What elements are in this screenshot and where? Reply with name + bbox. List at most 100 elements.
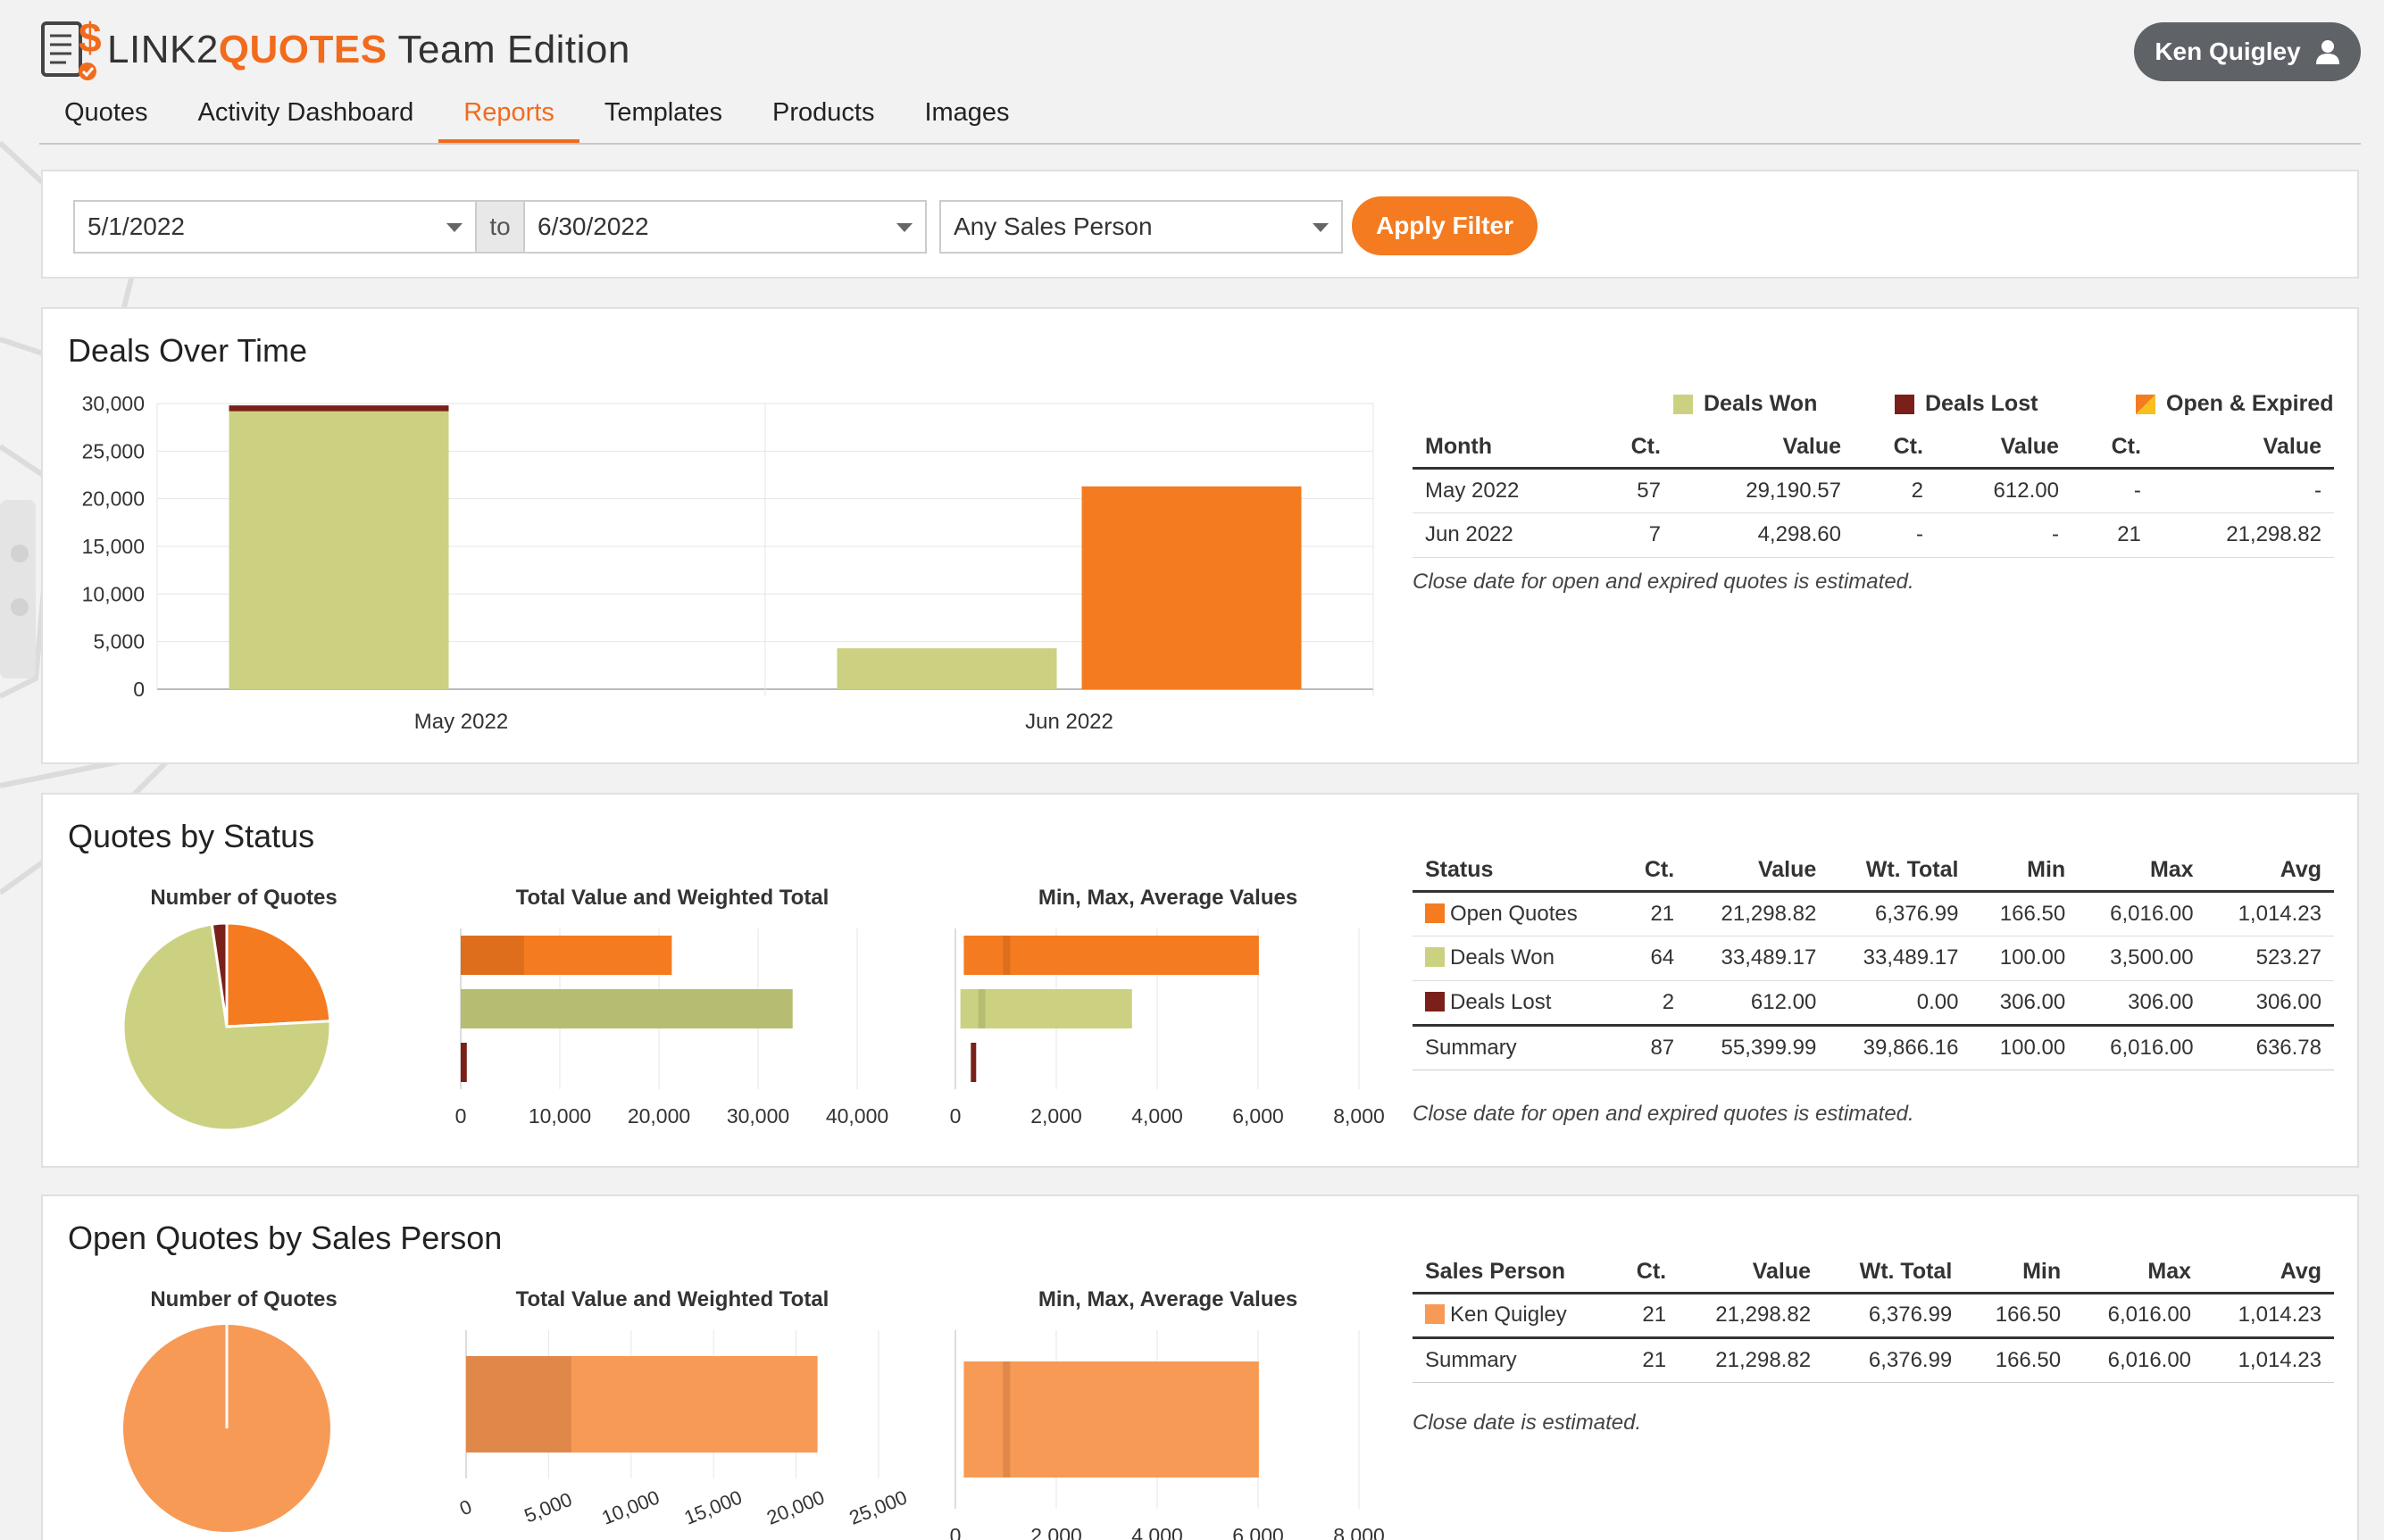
cell: - [1935, 512, 2071, 558]
sales-person-label: Ken Quigley [1450, 1303, 1567, 1327]
sales-total-title: Total Value and Weighted Total [515, 1287, 829, 1311]
col-open-ct: Ct. [2071, 427, 2154, 470]
x-tick-label: 8,000 [1333, 1524, 1385, 1540]
deals-over-time-panel: Deals Over Time 0 5,000 10,000 15,000 20,000… [41, 307, 2359, 764]
col-won-ct: Ct. [1591, 427, 1673, 470]
bar-value-deals-won [461, 989, 793, 1028]
cell: 21,298.82 [2153, 512, 2334, 558]
quotes-by-status-panel: Quotes by Status Number of Quotes Total … [41, 793, 2359, 1168]
x-tick-label: 6,000 [1232, 1524, 1284, 1540]
bar-deals-lost [229, 405, 449, 412]
status-minmax-chart: 0 2,000 4,000 6,000 8,000 [950, 928, 1385, 1128]
cell: 21 [2071, 512, 2154, 558]
sales-pie-chart [123, 1325, 330, 1532]
cell: 6,016.00 [2073, 1336, 2205, 1383]
logo-text-quotes: QUOTES [218, 28, 388, 71]
cell: 0.00 [1829, 980, 1971, 1026]
tab-images[interactable]: Images [924, 98, 1010, 127]
cell: 29,190.57 [1672, 468, 1854, 513]
cell: 306.00 [2205, 980, 2334, 1026]
cell: 100.00 [1971, 936, 2079, 981]
cell: Open Quotes [1413, 891, 1622, 936]
tab-quotes[interactable]: Quotes [64, 98, 148, 127]
cell: 64 [1621, 936, 1688, 981]
x-tick-label: 2,000 [1030, 1104, 1082, 1128]
logo-text-link2: LINK2 [107, 28, 219, 71]
cell: 4,298.60 [1672, 512, 1854, 558]
to-label: to [475, 200, 525, 254]
end-date-select[interactable]: 6/30/2022 [523, 200, 927, 254]
bar-range-deals-lost [971, 1043, 977, 1082]
cell: 306.00 [1971, 980, 2079, 1026]
col-month: Month [1413, 427, 1591, 470]
main-nav: Quotes Activity Dashboard Reports Templa… [39, 91, 2361, 145]
cell: - [2071, 468, 2154, 513]
col-lost-ct: Ct. [1854, 427, 1936, 470]
table-row: Open Quotes 21 21,298.82 6,376.99 166.50… [1413, 891, 2334, 936]
status-pie-title: Number of Quotes [150, 886, 338, 910]
status-note: Close date for open and expired quotes i… [1413, 1102, 1914, 1126]
bar-weighted-ken-quigley [466, 1356, 571, 1453]
tab-templates[interactable]: Templates [604, 98, 722, 127]
cell: 612.00 [1687, 980, 1830, 1026]
table-row: May 2022 57 29,190.57 2 612.00 - - [1413, 468, 2334, 513]
tab-products[interactable]: Products [772, 98, 875, 127]
sales-minmax-chart: 0 2,000 4,000 6,000 8,000 [950, 1330, 1385, 1540]
legend-open-expired: Open & Expired [2136, 391, 2334, 417]
end-date-value: 6/30/2022 [538, 212, 649, 240]
legend-deals-won: Deals Won [1673, 391, 1817, 417]
deals-over-time-chart: 0 5,000 10,000 15,000 20,000 25,000 30,000 May … [82, 392, 1374, 734]
x-tick-label: Jun 2022 [1025, 710, 1113, 734]
cell: 6,376.99 [1823, 1336, 1965, 1383]
sales-minmax-title: Min, Max, Average Values [1038, 1287, 1298, 1311]
logo[interactable]: $ LINK2QUOTES Team Edition [39, 16, 630, 84]
user-name: Ken Quigley [2155, 37, 2301, 65]
person-swatch [1425, 1304, 1445, 1324]
cell: 1,014.23 [2205, 891, 2334, 936]
col-open-value: Value [2153, 427, 2334, 470]
cell: Deals Won [1413, 936, 1622, 981]
chevron-down-icon [1313, 223, 1329, 232]
cell: 57 [1591, 468, 1673, 513]
cell: 6,016.00 [2073, 1293, 2205, 1338]
x-tick-label: 4,000 [1131, 1524, 1183, 1540]
deals-table: Month Ct. Value Ct. Value Ct. Value May … [1413, 427, 2334, 558]
cell: 6,016.00 [2078, 1023, 2206, 1070]
sales-total-chart: 0 5,000 10,000 15,000 20,000 25,000 [456, 1330, 910, 1529]
table-row: Jun 2022 7 4,298.60 - - 21 21,298.82 [1413, 512, 2334, 558]
cell: 1,014.23 [2204, 1336, 2334, 1383]
start-date-select[interactable]: 5/1/2022 [73, 200, 477, 254]
cell: 87 [1621, 1023, 1688, 1070]
x-tick-label: 0 [950, 1524, 962, 1540]
table-row: Deals Lost 2 612.00 0.00 306.00 306.00 3… [1413, 980, 2334, 1026]
open-quotes-by-sales-person-panel: Open Quotes by Sales Person Number of Qu… [41, 1195, 2359, 1540]
col-wt-total: Wt. Total [1823, 1252, 1965, 1294]
cell: Summary [1413, 1023, 1622, 1070]
user-menu-button[interactable]: Ken Quigley [2134, 22, 2361, 81]
y-tick-label: 15,000 [82, 535, 145, 558]
tab-reports[interactable]: Reports [438, 91, 579, 143]
cell: - [2153, 468, 2334, 513]
deals-note: Close date for open and expired quotes i… [1413, 570, 1914, 594]
apply-filter-button[interactable]: Apply Filter [1352, 196, 1538, 255]
tab-activity-dashboard[interactable]: Activity Dashboard [197, 98, 414, 127]
cell: 21,298.82 [1679, 1293, 1824, 1338]
bar-range-ken-quigley [963, 1361, 1259, 1478]
logo-text-edition: Team Edition [387, 28, 630, 71]
pie-slice-deals-won [121, 922, 332, 1132]
col-min: Min [1971, 850, 2079, 893]
bar-deals-won [837, 648, 1057, 689]
sales-title: Open Quotes by Sales Person [68, 1220, 503, 1256]
cell: 21 [1613, 1336, 1680, 1383]
cell: 21,298.82 [1679, 1336, 1824, 1383]
cell: 2 [1854, 468, 1936, 513]
sales-pie-title: Number of Quotes [150, 1287, 338, 1311]
status-total-chart: 0 10,000 20,000 30,000 40,000 [455, 928, 888, 1128]
chevron-down-icon [446, 223, 463, 232]
col-value: Value [1679, 1252, 1824, 1294]
cell: Deals Lost [1413, 980, 1622, 1026]
sales-person-select[interactable]: Any Sales Person [939, 200, 1343, 254]
bar-avg-marker-deals-won [978, 989, 986, 1028]
x-tick-label: 0 [455, 1104, 467, 1128]
